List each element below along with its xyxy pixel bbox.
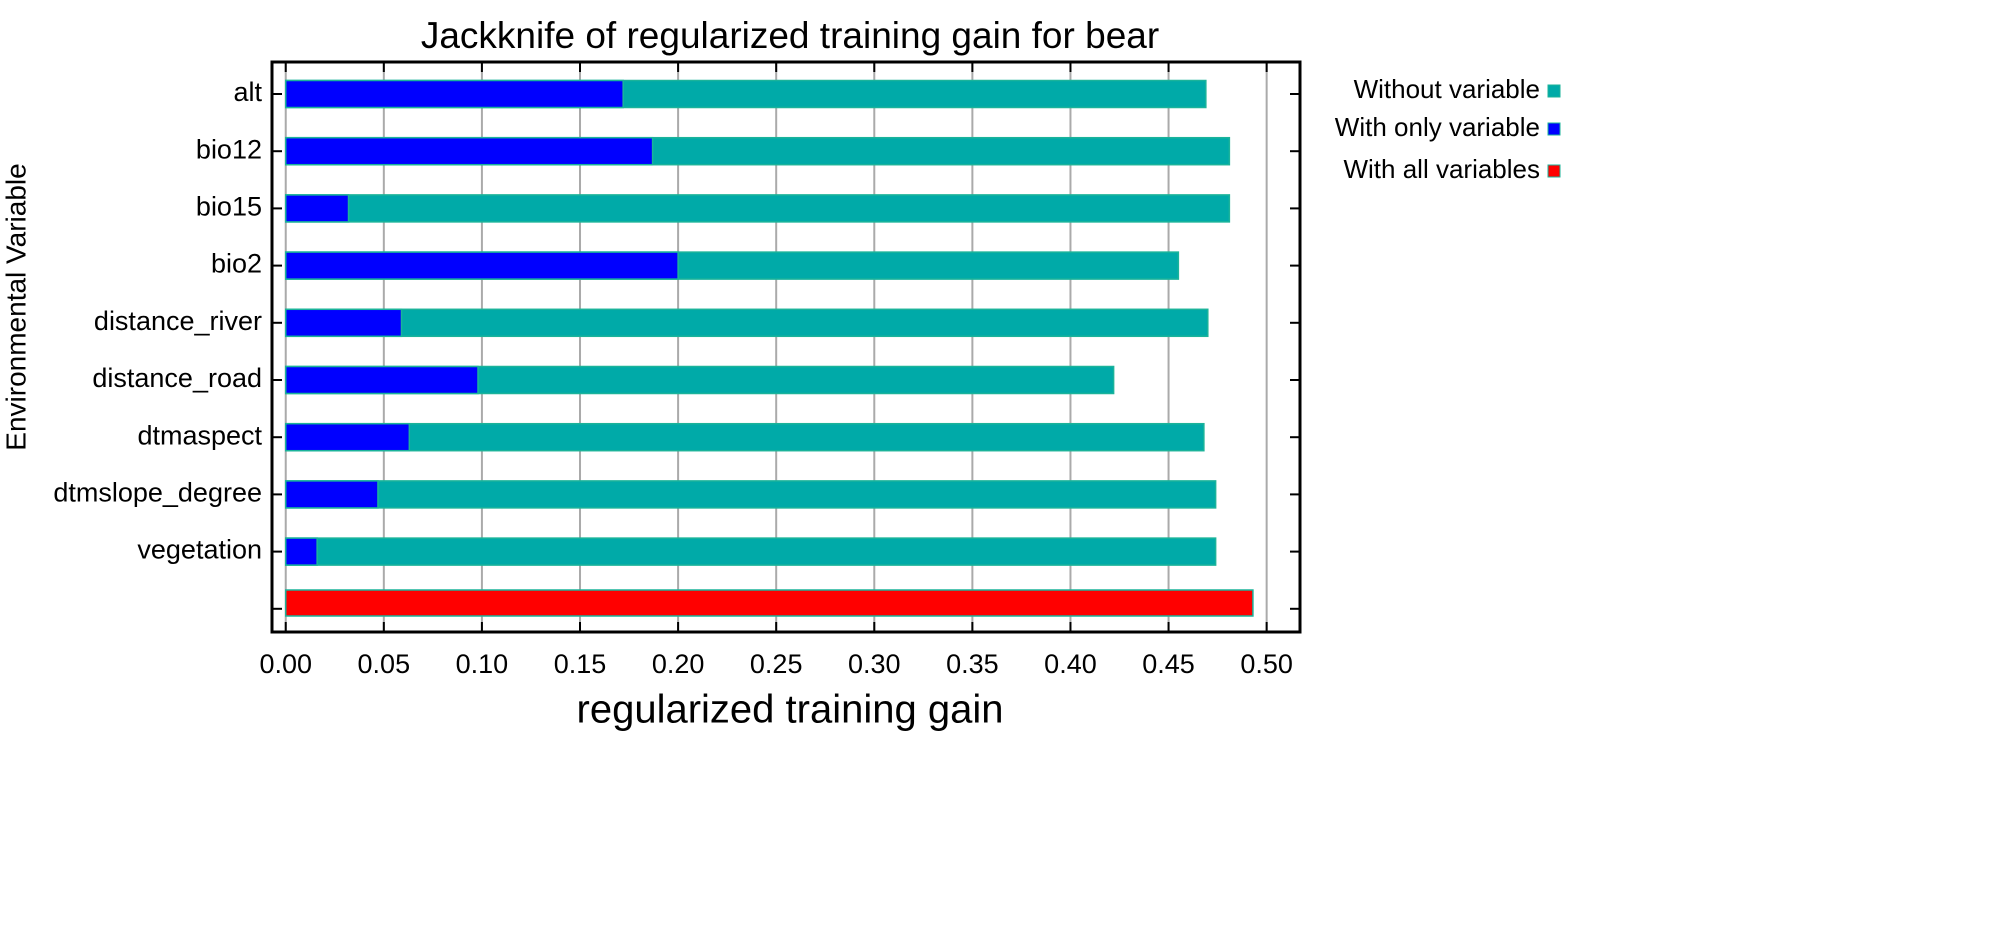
bar (284, 480, 379, 509)
x-tick-label: 0.35 (946, 649, 999, 679)
bar (284, 79, 624, 109)
x-tick-label: 0.45 (1142, 649, 1195, 679)
y-tick-label: bio2 (211, 249, 262, 279)
bar (284, 308, 403, 338)
plot-frame (270, 60, 1302, 634)
bar (284, 194, 350, 223)
y-tick-label: distance_river (94, 306, 262, 336)
y-tick-label: bio15 (196, 192, 262, 222)
x-tick-label: 0.25 (750, 649, 803, 679)
x-tick-label: 0.20 (652, 649, 705, 679)
bar (284, 589, 1254, 617)
bar (284, 251, 679, 280)
y-tick-label: alt (233, 77, 262, 107)
bar (284, 365, 479, 395)
y-tick-label: bio12 (196, 134, 262, 164)
x-axis-title: regularized training gain (577, 688, 1004, 732)
y-tick-label: vegetation (137, 535, 262, 565)
legend-label: With only variable (1335, 112, 1540, 142)
y-axis-title: Environmental Variable (0, 163, 31, 450)
legend-label: With all variables (1343, 154, 1540, 184)
bar (284, 537, 318, 566)
y-tick-label: distance_road (92, 363, 262, 393)
x-tick-label: 0.15 (554, 649, 607, 679)
bar (284, 422, 1205, 452)
y-tick-label: dtmslope_degree (53, 478, 262, 508)
chart-title: Jackknife of regularized training gain f… (421, 15, 1159, 56)
bar (284, 308, 1209, 338)
x-tick-label: 0.40 (1044, 649, 1097, 679)
x-tick-label: 0.30 (848, 649, 901, 679)
bar (284, 136, 654, 166)
x-tick-label: 0.50 (1240, 649, 1293, 679)
bar (284, 194, 1231, 223)
x-tick-label: 0.00 (259, 649, 312, 679)
y-tick-label: dtmaspect (137, 420, 262, 450)
bar (284, 537, 1217, 566)
legend-swatch (1547, 122, 1561, 136)
legend-swatch (1547, 84, 1561, 98)
legend-swatch (1547, 164, 1561, 178)
legend-label: Without variable (1354, 74, 1540, 104)
x-tick-label: 0.10 (456, 649, 509, 679)
bar (284, 480, 1217, 509)
x-tick-label: 0.05 (358, 649, 411, 679)
bar (284, 422, 411, 452)
